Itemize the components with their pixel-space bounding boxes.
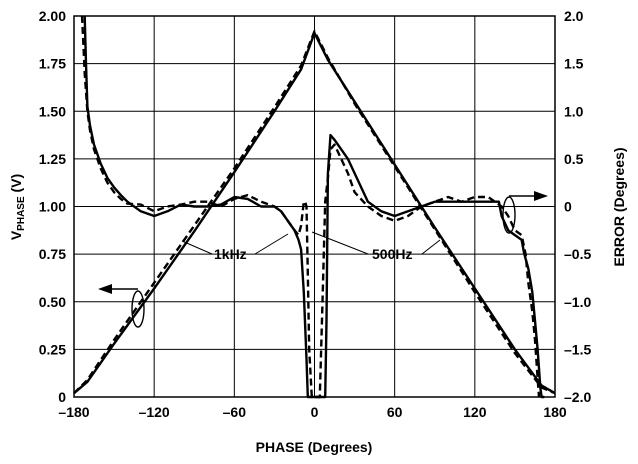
y-right-tick-label: 0 [564,199,572,215]
y-left-axis-title-sub: PHASE [16,196,27,231]
grid [73,15,556,398]
y-right-tick-label: –2.0 [564,389,591,405]
y-left-axis-title-unit: (V) [8,174,24,197]
y-left-tick-label: 1.25 [39,151,66,167]
y-left-tick-label: 0.50 [39,294,66,310]
annot-500hz: 500Hz [372,246,412,262]
x-tick-label: –60 [223,404,247,420]
annot-1khz-leader-right [254,233,289,255]
y-left-tick-label: 0.75 [39,246,66,262]
y-left-tick-label: 1.75 [39,56,66,72]
y-left-tick-label: 0 [58,389,66,405]
x-tick-labels: –180 –120 –60 0 60 120 180 [58,404,566,420]
annot-1khz-leader-left [181,240,213,255]
y-right-tick-label: –0.5 [564,246,591,262]
y-left-axis-title: VPHASE (V) [8,174,27,240]
y-left-tick-label: 2.00 [39,8,66,24]
y-right-tick-label: 2.0 [564,8,584,24]
y-right-tick-label: 1.0 [564,103,584,119]
x-tick-label: 60 [387,404,403,420]
y-left-tick-label: 1.00 [39,199,66,215]
annotations: 1kHz 500Hz [98,191,548,328]
x-tick-label: –180 [58,404,89,420]
x-tick-label: 180 [543,404,567,420]
y-right-tick-label: –1.0 [564,294,591,310]
y-left-tick-labels: 0 0.25 0.50 0.75 1.00 1.25 1.50 1.75 2.00 [39,8,66,405]
plot-frame [73,15,556,398]
annot-1khz: 1kHz [214,246,247,262]
y-right-tick-label: –1.5 [564,341,591,357]
left-axis-indicator-arrowhead [98,284,112,294]
x-tick-label: 120 [463,404,487,420]
right-axis-indicator-ellipse [502,196,516,234]
annot-500hz-leader-left [311,231,369,255]
y-left-tick-label: 1.50 [39,103,66,119]
series-line-500hz-error [80,15,541,399]
left-axis-indicator-ellipse [131,290,145,328]
series-line-1khz-error [83,15,545,399]
series-line-500hz [73,30,556,395]
x-axis-title: PHASE (Degrees) [256,439,373,455]
y-right-tick-label: 0.5 [564,151,584,167]
right-axis-indicator-arrowhead [534,191,548,201]
annot-500hz-leader-right [421,239,441,255]
y-right-axis-title: ERROR (Degrees) [611,147,627,266]
y-right-tick-label: 1.5 [564,56,584,72]
y-left-axis-title-main: V [8,230,24,240]
series-group [73,15,556,399]
y-right-tick-labels: –2.0 –1.5 –1.0 –0.5 0 0.5 1.0 1.5 2.0 [564,8,591,405]
x-tick-label: –120 [139,404,170,420]
y-left-tick-label: 0.25 [39,341,66,357]
x-tick-label: 0 [311,404,319,420]
